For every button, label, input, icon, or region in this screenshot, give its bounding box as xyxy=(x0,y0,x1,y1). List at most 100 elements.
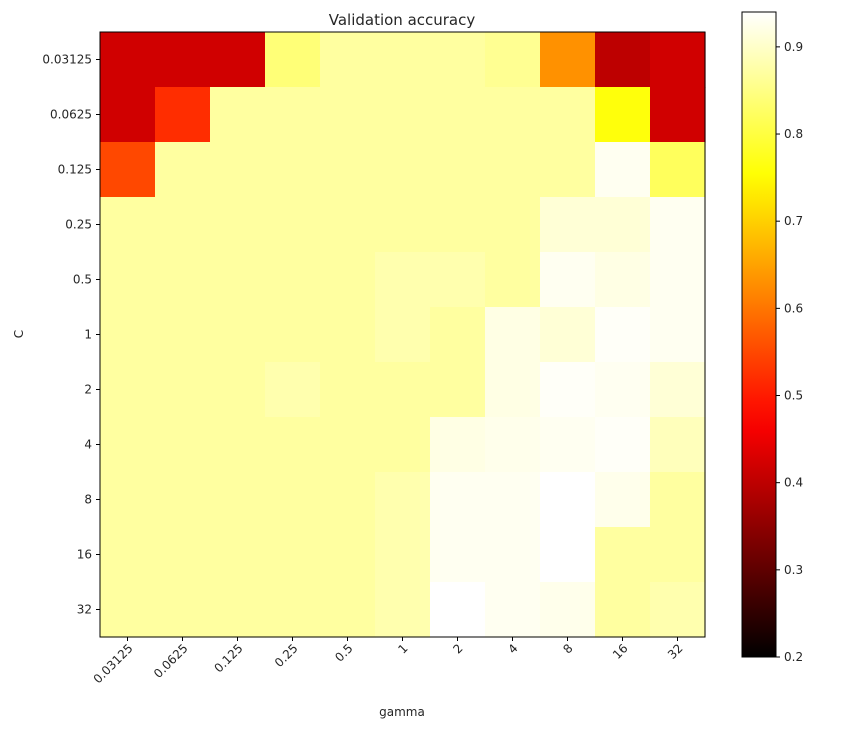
heatmap-cell xyxy=(320,417,376,473)
heatmap-cell xyxy=(100,252,156,308)
heatmap-cell xyxy=(155,142,211,198)
heatmap-cell xyxy=(265,362,321,418)
heatmap-cell xyxy=(595,197,651,253)
heatmap-cell xyxy=(650,252,706,308)
heatmap-cell xyxy=(650,582,706,638)
colorbar-tick-label: 0.3 xyxy=(784,563,803,577)
heatmap-cell xyxy=(650,527,706,583)
colorbar-tick-label: 0.7 xyxy=(784,214,803,228)
y-axis: 0.03125 0.0625 0.125 0.25 0.5 1 2 4 8 16 32 xyxy=(42,53,100,617)
colorbar-tick-label: 0.8 xyxy=(784,127,803,141)
heatmap-cell xyxy=(595,527,651,583)
heatmap-cell xyxy=(375,472,431,528)
heatmap-cell xyxy=(430,142,486,198)
heatmap-cell xyxy=(540,197,596,253)
heatmap-cell xyxy=(485,142,541,198)
heatmap-cell xyxy=(155,87,211,143)
heatmap-cell xyxy=(540,32,596,88)
heatmap-cells xyxy=(100,32,706,638)
heatmap-cell xyxy=(210,87,266,143)
heatmap-cell xyxy=(320,32,376,88)
heatmap-cell xyxy=(155,472,211,528)
heatmap-cell xyxy=(210,417,266,473)
heatmap-cell xyxy=(100,87,156,143)
heatmap-cell xyxy=(430,472,486,528)
heatmap-cell xyxy=(320,197,376,253)
heatmap-cell xyxy=(210,142,266,198)
heatmap-cell xyxy=(100,417,156,473)
heatmap-cell xyxy=(210,527,266,583)
heatmap-cell xyxy=(100,307,156,363)
x-tick-label: 0.5 xyxy=(332,641,355,664)
heatmap-cell xyxy=(375,32,431,88)
heatmap-cell xyxy=(320,307,376,363)
heatmap-cell xyxy=(100,362,156,418)
heatmap-cell xyxy=(210,362,266,418)
colorbar-tick-label: 0.5 xyxy=(784,389,803,403)
heatmap-cell xyxy=(375,362,431,418)
heatmap-cell xyxy=(650,417,706,473)
y-tick-label: 16 xyxy=(77,548,92,562)
y-tick-label: 2 xyxy=(84,383,92,397)
heatmap-cell xyxy=(430,307,486,363)
heatmap-cell xyxy=(595,417,651,473)
x-tick-label: 8 xyxy=(560,641,575,656)
heatmap-cell xyxy=(155,417,211,473)
x-axis-label: gamma xyxy=(379,705,425,719)
heatmap-cell xyxy=(375,87,431,143)
heatmap-cell xyxy=(595,87,651,143)
heatmap-cell xyxy=(485,32,541,88)
heatmap-cell xyxy=(650,362,706,418)
heatmap-cell xyxy=(375,417,431,473)
heatmap-cell xyxy=(375,307,431,363)
y-axis-label: C xyxy=(12,330,26,338)
heatmap-cell xyxy=(375,527,431,583)
heatmap-cell xyxy=(650,142,706,198)
heatmap-cell xyxy=(320,472,376,528)
heatmap-cell xyxy=(430,197,486,253)
heatmap-cell xyxy=(320,582,376,638)
heatmap-cell xyxy=(210,472,266,528)
x-tick-label: 16 xyxy=(610,641,631,662)
heatmap-cell xyxy=(265,87,321,143)
heatmap-cell xyxy=(320,362,376,418)
heatmap-cell xyxy=(485,362,541,418)
heatmap-cell xyxy=(485,87,541,143)
heatmap-cell xyxy=(265,417,321,473)
y-tick-label: 0.0625 xyxy=(50,108,92,122)
heatmap-cell xyxy=(155,362,211,418)
heatmap-cell xyxy=(540,582,596,638)
x-tick-label: 0.125 xyxy=(211,641,245,675)
colorbar-tick-label: 0.2 xyxy=(784,650,803,664)
heatmap-cell xyxy=(100,32,156,88)
heatmap-cell xyxy=(595,307,651,363)
heatmap-cell xyxy=(265,307,321,363)
heatmap-cell xyxy=(540,417,596,473)
heatmap-cell xyxy=(210,32,266,88)
heatmap-cell xyxy=(650,87,706,143)
heatmap-cell xyxy=(540,87,596,143)
heatmap-cell xyxy=(485,472,541,528)
heatmap-cell xyxy=(595,32,651,88)
heatmap-cell xyxy=(320,252,376,308)
y-tick-label: 4 xyxy=(84,438,92,452)
heatmap-cell xyxy=(375,252,431,308)
heatmap-cell xyxy=(210,582,266,638)
heatmap-cell xyxy=(320,142,376,198)
heatmap-cell xyxy=(485,252,541,308)
heatmap-cell xyxy=(485,527,541,583)
heatmap-cell xyxy=(650,197,706,253)
heatmap-cell xyxy=(155,582,211,638)
y-tick-label: 8 xyxy=(84,493,92,507)
x-axis: 0.03125 0.0625 0.125 0.25 0.5 1 2 4 8 16 32 xyxy=(91,637,686,686)
heatmap-cell xyxy=(540,472,596,528)
y-tick-label: 0.5 xyxy=(73,273,92,287)
heatmap-cell xyxy=(540,307,596,363)
colorbar: 0.2 0.3 0.4 0.5 0.6 0.7 0.8 0.9 xyxy=(741,11,803,664)
heatmap-cell xyxy=(210,252,266,308)
heatmap-cell xyxy=(595,472,651,528)
heatmap-cell xyxy=(100,582,156,638)
heatmap-cell xyxy=(265,197,321,253)
heatmap-cell xyxy=(265,582,321,638)
heatmap-cell xyxy=(595,252,651,308)
